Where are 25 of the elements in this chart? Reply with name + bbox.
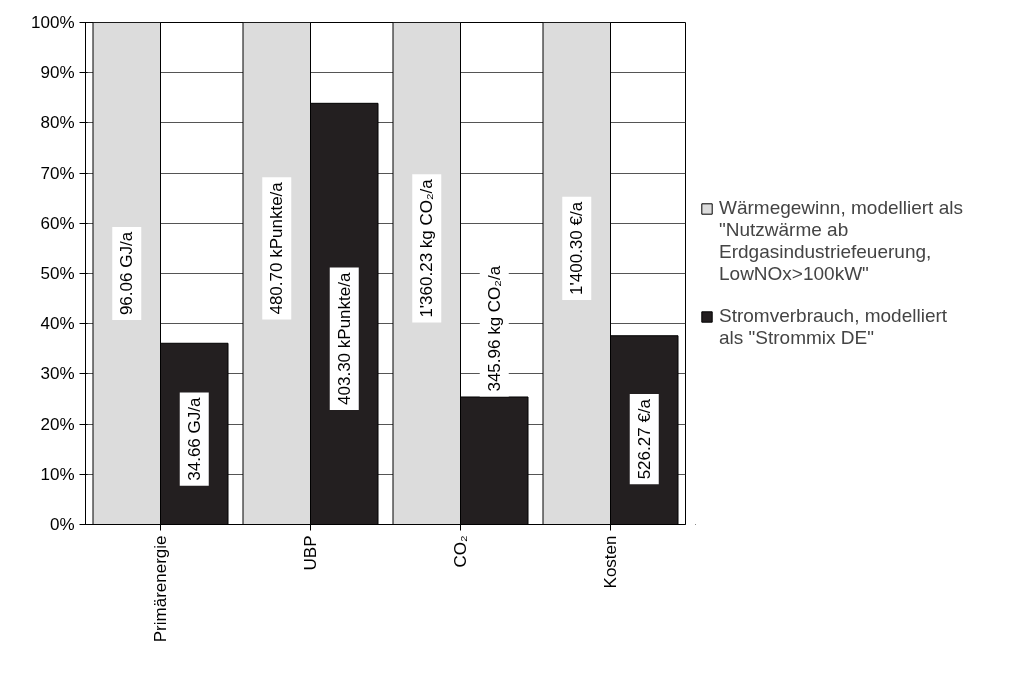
- y-tick-label: 30%: [40, 364, 75, 384]
- y-tick-label: 80%: [40, 113, 75, 133]
- annotation: 345.96 kg CO₂/a: [484, 265, 504, 392]
- legend-label: Stromverbrauch, modelliert als "Strommix DE": [719, 305, 948, 349]
- y-tick-label: 20%: [40, 414, 75, 434]
- annotation: 34.66 GJ/a: [184, 397, 204, 481]
- x-tick-label: CO₂: [451, 535, 470, 568]
- annotation: 96.06 GJ/a: [117, 231, 137, 316]
- y-tick-label: 10%: [40, 464, 75, 484]
- annotation: 1'360.23 kg CO₂/a: [417, 178, 437, 318]
- y-tick-label: 40%: [40, 314, 75, 334]
- annotation: 1'400.30 €/a: [567, 201, 587, 295]
- annotation: 480.70 kPunkte/a: [267, 181, 287, 315]
- y-tick-label: 70%: [40, 163, 75, 183]
- y-tick-label: 50%: [40, 264, 75, 283]
- y-tick-label: 90%: [40, 63, 75, 83]
- y-tick-label: 100%: [31, 13, 75, 32]
- x-tick-label: Primärenergie: [151, 535, 170, 643]
- annotation: 526.27 €/a: [634, 398, 654, 480]
- y-tick-label: 60%: [40, 213, 75, 233]
- y-tick-label: 0%: [49, 515, 75, 534]
- legend-label: Wärmegewinn, modelliert als "Nutzwärme ab Erdgasindustriefeuerung, LowNOx>100kW": [719, 197, 963, 285]
- annotation: 403.30 kPunkte/a: [334, 272, 354, 405]
- x-tick-label: Kosten: [601, 535, 620, 589]
- x-tick-label: UBP: [301, 535, 320, 571]
